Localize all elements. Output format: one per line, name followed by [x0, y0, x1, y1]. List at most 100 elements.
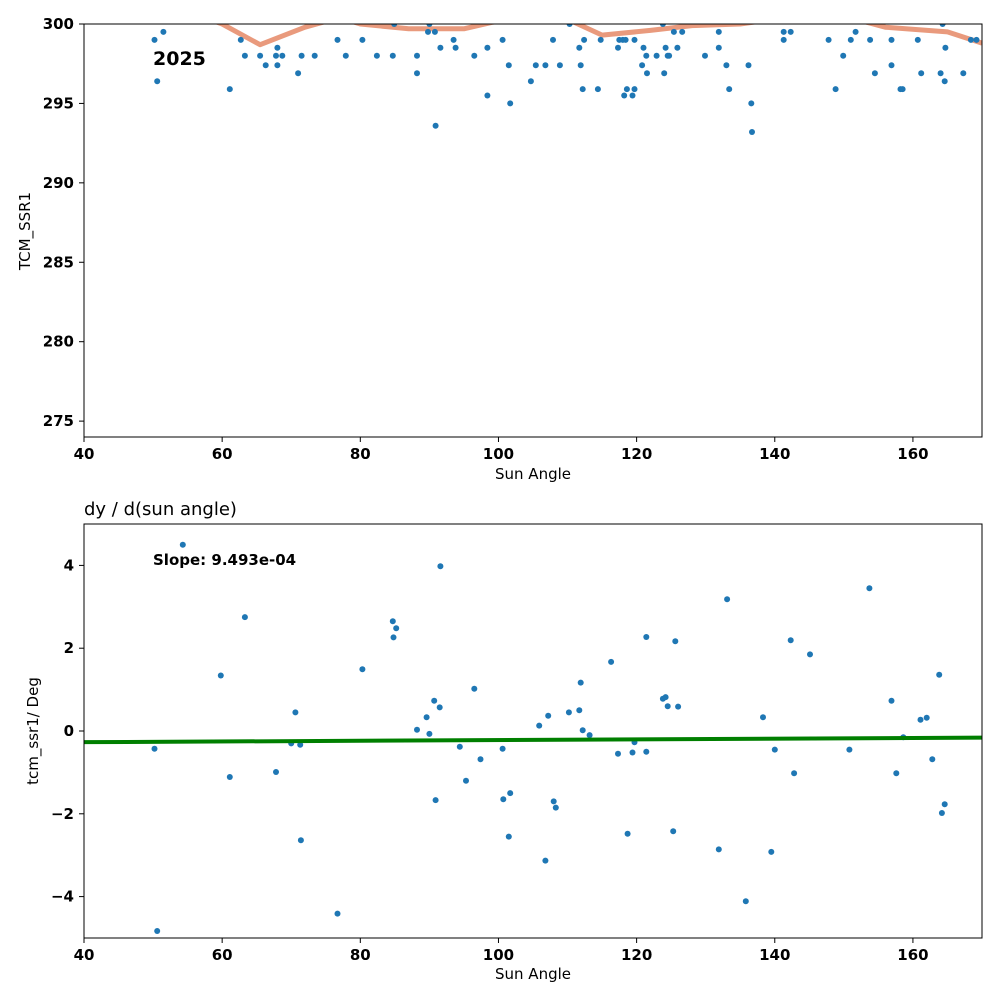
top-data-point	[847, 36, 854, 43]
top-data-point	[918, 70, 925, 77]
bottom-data-point	[552, 804, 559, 811]
bottom-data-point	[577, 679, 584, 686]
top-data-point	[941, 78, 948, 85]
bottom-chart: dy / d(sun angle) 40 60 80 100 120 140 160 −4−…	[24, 499, 983, 983]
top-data-point	[579, 86, 586, 93]
top-x-ticks: 40 60 80 100 120 140 160	[74, 437, 929, 463]
top-data-point	[154, 78, 161, 85]
top-data-point	[414, 52, 420, 59]
bottom-data-point	[787, 637, 794, 644]
top-data-point	[661, 70, 668, 77]
top-smooth-line-layer	[214, 24, 982, 48]
top-data-point	[577, 62, 584, 69]
bottom-x-tick-label: 140	[759, 946, 790, 964]
top-y-tick-label: 285	[43, 253, 74, 271]
top-x-tick-label: 160	[897, 445, 928, 463]
bottom-data-point	[545, 712, 552, 719]
top-x-tick-label: 80	[350, 445, 371, 463]
top-data-point	[615, 44, 621, 51]
bottom-data-point	[768, 848, 775, 855]
top-x-tick-label: 120	[621, 445, 652, 463]
bottom-x-ticks: 40 60 80 100 120 140 160	[74, 938, 929, 964]
top-data-point	[622, 36, 629, 43]
bottom-data-point	[893, 770, 900, 777]
top-data-point	[899, 86, 906, 93]
top-y-tick-label: 295	[43, 94, 74, 112]
top-points-layer	[151, 24, 980, 135]
bottom-data-point	[436, 704, 443, 711]
top-data-point	[452, 44, 459, 51]
bottom-x-tick-label: 80	[350, 946, 371, 964]
top-data-point	[702, 52, 708, 59]
top-data-point	[431, 28, 438, 35]
bottom-y-tick-label: −4	[51, 888, 74, 906]
bottom-y-tick-label: 2	[64, 639, 74, 657]
top-data-point	[499, 36, 506, 43]
top-data-point	[295, 70, 302, 77]
bottom-data-point	[477, 756, 484, 763]
top-data-point	[715, 28, 722, 35]
bottom-data-point	[760, 714, 766, 721]
top-data-point	[391, 24, 398, 27]
bottom-fit-line	[84, 735, 982, 745]
bottom-data-point	[500, 796, 507, 803]
bottom-y-tick-label: 0	[64, 722, 74, 740]
bottom-data-point	[672, 638, 679, 645]
top-x-tick-label: 60	[212, 445, 233, 463]
bottom-y-tick-label: 4	[64, 556, 74, 574]
bottom-data-point	[273, 769, 279, 775]
top-annotation: 2025	[153, 48, 206, 70]
bottom-data-point	[542, 857, 549, 864]
top-data-point	[257, 52, 264, 59]
top-data-point	[273, 52, 279, 59]
top-data-point	[581, 36, 588, 43]
bottom-x-tick-label: 160	[897, 946, 928, 964]
top-y-tick-label: 290	[43, 174, 74, 192]
top-data-point	[160, 28, 167, 35]
bottom-data-point	[923, 714, 930, 721]
bottom-data-point	[456, 743, 463, 750]
top-data-point	[888, 62, 895, 69]
top-data-point	[640, 44, 647, 51]
bottom-data-point	[292, 709, 299, 716]
bottom-data-point	[846, 746, 853, 753]
top-data-point	[576, 44, 583, 51]
top-data-point	[659, 24, 666, 27]
top-data-point	[643, 52, 650, 59]
top-x-tick-label: 40	[74, 445, 95, 463]
bottom-data-point	[941, 801, 948, 808]
bottom-data-point	[550, 798, 557, 805]
top-data-point	[425, 28, 431, 35]
bottom-data-point	[643, 634, 650, 640]
bottom-data-point	[807, 651, 813, 658]
top-data-point	[542, 62, 549, 69]
top-data-point	[670, 28, 677, 35]
bottom-data-point	[414, 726, 420, 733]
top-data-point	[726, 86, 733, 93]
bottom-data-point	[888, 697, 895, 704]
top-data-point	[960, 70, 967, 77]
top-data-point	[780, 36, 787, 43]
bottom-x-tick-label: 40	[74, 946, 95, 964]
top-data-point	[871, 70, 878, 77]
top-data-point	[262, 62, 269, 69]
bottom-data-point	[929, 756, 936, 763]
top-data-point	[942, 44, 949, 51]
bottom-data-point	[423, 714, 430, 721]
top-data-point	[507, 100, 514, 107]
bottom-fit-line-layer	[84, 735, 982, 745]
bottom-data-point	[586, 732, 593, 739]
bottom-data-point	[432, 797, 439, 804]
top-data-point	[631, 86, 638, 93]
top-x-axis-label: Sun Angle	[495, 465, 571, 483]
top-data-point	[852, 28, 859, 35]
top-data-point	[373, 52, 380, 59]
bottom-data-point	[917, 716, 924, 723]
bottom-data-point	[463, 777, 469, 784]
top-data-point	[426, 24, 433, 27]
top-x-tick-label: 140	[759, 445, 790, 463]
top-data-point	[967, 36, 974, 43]
top-y-tick-label: 275	[43, 412, 74, 430]
top-data-point	[241, 52, 248, 59]
top-data-point	[621, 92, 628, 99]
